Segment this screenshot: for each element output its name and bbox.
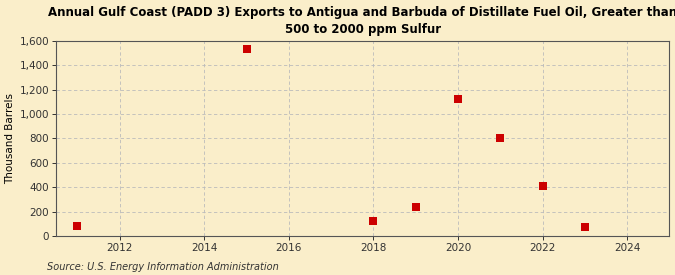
- Title: Annual Gulf Coast (PADD 3) Exports to Antigua and Barbuda of Distillate Fuel Oil: Annual Gulf Coast (PADD 3) Exports to An…: [49, 6, 675, 35]
- Point: [579, 225, 590, 229]
- Point: [537, 184, 548, 188]
- Y-axis label: Thousand Barrels: Thousand Barrels: [5, 93, 16, 184]
- Point: [410, 205, 421, 209]
- Point: [495, 136, 506, 141]
- Point: [241, 47, 252, 52]
- Point: [453, 97, 464, 102]
- Point: [368, 219, 379, 224]
- Point: [72, 224, 83, 229]
- Text: Source: U.S. Energy Information Administration: Source: U.S. Energy Information Administ…: [47, 262, 279, 272]
